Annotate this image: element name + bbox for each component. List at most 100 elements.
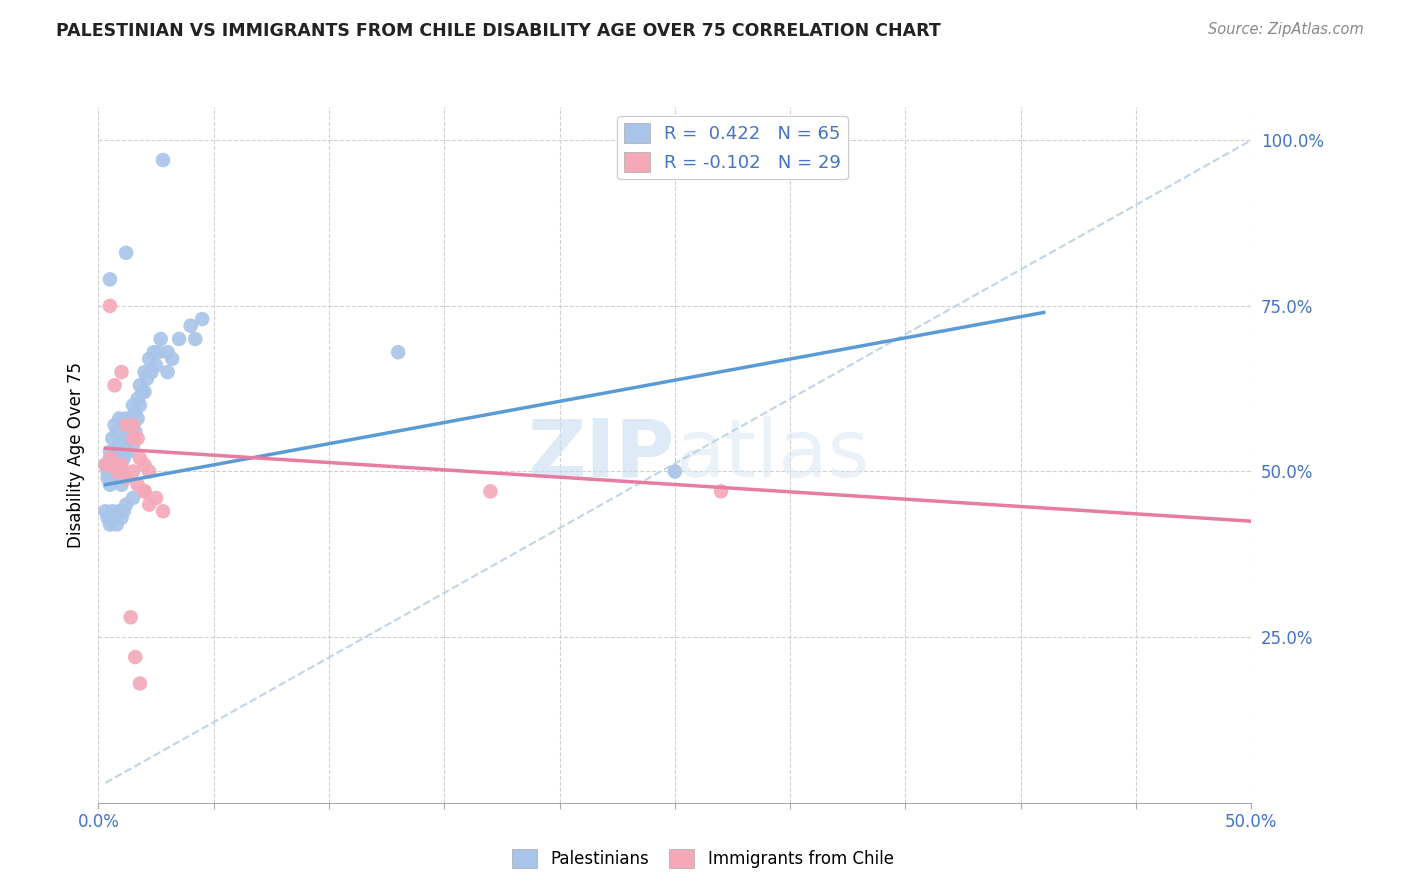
Point — [142, 345, 165, 359]
Point — [105, 425, 128, 439]
Point — [110, 511, 132, 525]
Point — [141, 365, 163, 379]
Point — [101, 504, 124, 518]
Text: atlas: atlas — [675, 416, 869, 494]
Point — [160, 351, 183, 366]
Point — [120, 610, 142, 624]
Point — [134, 458, 156, 472]
Text: Source: ZipAtlas.com: Source: ZipAtlas.com — [1208, 22, 1364, 37]
Legend: R =  0.422   N = 65, R = -0.102   N = 29: R = 0.422 N = 65, R = -0.102 N = 29 — [617, 116, 848, 179]
Point — [129, 378, 152, 392]
Point — [115, 418, 138, 433]
Point — [127, 392, 149, 406]
Point — [664, 465, 686, 479]
Point — [112, 431, 135, 445]
Text: PALESTINIAN VS IMMIGRANTS FROM CHILE DISABILITY AGE OVER 75 CORRELATION CHART: PALESTINIAN VS IMMIGRANTS FROM CHILE DIS… — [56, 22, 941, 40]
Point — [98, 444, 121, 458]
Point — [387, 345, 409, 359]
Point — [105, 465, 128, 479]
Point — [479, 484, 502, 499]
Point — [110, 465, 132, 479]
Point — [115, 498, 138, 512]
Point — [101, 451, 124, 466]
Legend: Palestinians, Immigrants from Chile: Palestinians, Immigrants from Chile — [506, 843, 900, 875]
Point — [122, 465, 145, 479]
Point — [108, 438, 131, 452]
Point — [122, 398, 145, 412]
Point — [110, 458, 132, 472]
Point — [127, 431, 149, 445]
Point — [148, 345, 170, 359]
Y-axis label: Disability Age Over 75: Disability Age Over 75 — [66, 362, 84, 548]
Point — [98, 272, 121, 286]
Point — [129, 451, 152, 466]
Point — [138, 351, 160, 366]
Point — [149, 332, 172, 346]
Point — [115, 438, 138, 452]
Point — [122, 418, 145, 433]
Point — [129, 676, 152, 690]
Point — [94, 458, 117, 472]
Point — [108, 411, 131, 425]
Point — [134, 365, 156, 379]
Point — [122, 431, 145, 445]
Point — [117, 444, 139, 458]
Point — [145, 491, 167, 505]
Point — [180, 318, 202, 333]
Point — [124, 650, 146, 665]
Point — [115, 245, 138, 260]
Point — [110, 365, 132, 379]
Point — [98, 299, 121, 313]
Point — [138, 498, 160, 512]
Point — [103, 444, 125, 458]
Point — [156, 365, 179, 379]
Point — [101, 431, 124, 445]
Point — [124, 425, 146, 439]
Point — [108, 504, 131, 518]
Point — [110, 471, 132, 485]
Point — [103, 418, 125, 433]
Point — [134, 484, 156, 499]
Point — [191, 312, 214, 326]
Point — [134, 484, 156, 499]
Point — [115, 471, 138, 485]
Point — [124, 405, 146, 419]
Point — [120, 411, 142, 425]
Point — [152, 153, 174, 167]
Point — [127, 411, 149, 425]
Point — [98, 477, 121, 491]
Point — [103, 511, 125, 525]
Point — [167, 332, 190, 346]
Point — [145, 359, 167, 373]
Point — [138, 465, 160, 479]
Point — [98, 517, 121, 532]
Point — [115, 411, 138, 425]
Point — [122, 491, 145, 505]
Point — [117, 425, 139, 439]
Point — [101, 458, 124, 472]
Point — [105, 517, 128, 532]
Point — [98, 451, 121, 466]
Point — [152, 504, 174, 518]
Point — [710, 484, 733, 499]
Point — [97, 465, 120, 479]
Point — [97, 511, 120, 525]
Text: ZIP: ZIP — [527, 416, 675, 494]
Point — [135, 372, 157, 386]
Point — [129, 398, 152, 412]
Point — [184, 332, 207, 346]
Point — [122, 418, 145, 433]
Point — [134, 384, 156, 399]
Point — [94, 504, 117, 518]
Point — [94, 458, 117, 472]
Point — [156, 345, 179, 359]
Point — [122, 438, 145, 452]
Point — [131, 384, 153, 399]
Point — [108, 458, 131, 472]
Point — [112, 504, 135, 518]
Point — [112, 451, 135, 466]
Point — [127, 477, 149, 491]
Point — [110, 477, 132, 491]
Point — [103, 378, 125, 392]
Point — [110, 451, 132, 466]
